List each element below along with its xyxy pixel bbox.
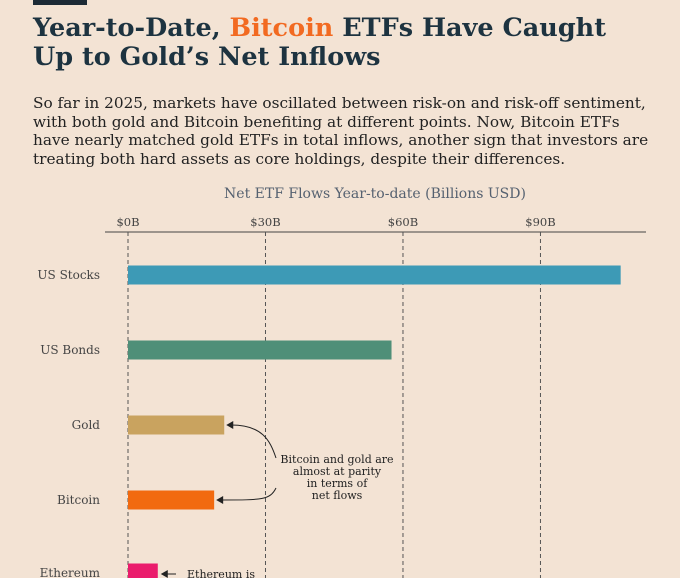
page-title: Year-to-Date, Bitcoin ETFs Have Caught U… [33, 14, 653, 72]
annotation-arrowhead [226, 421, 234, 429]
intro-paragraph: So far in 2025, markets have oscillated … [33, 94, 649, 168]
annotation-text: Bitcoin and gold are [280, 453, 393, 466]
top-rule [33, 0, 87, 5]
annotation-arrow [221, 487, 277, 501]
annotation-arrowhead [160, 570, 168, 578]
chart-title: Net ETF Flows Year-to-date (Billions USD… [224, 186, 526, 202]
bar [128, 340, 392, 360]
title-highlight: Bitcoin [229, 13, 334, 43]
title-part-2: ETFs Have Caught Up to Gold’s Net Inflow… [33, 13, 606, 72]
annotation-text: almost at parity [293, 465, 382, 478]
annotation-arrow [231, 424, 277, 459]
x-tick-label: $90B [525, 215, 555, 229]
category-label: Gold [72, 418, 101, 432]
annotation-arrowhead [216, 496, 224, 504]
x-tick-label: $60B [388, 215, 418, 229]
bar [128, 563, 158, 578]
bar [128, 265, 621, 285]
annotation-text: Ethereum is [187, 568, 255, 578]
bar [128, 490, 215, 510]
x-tick-label: $30B [250, 215, 280, 229]
category-label: US Stocks [37, 268, 100, 282]
bar [128, 415, 225, 435]
x-tick-label: $0B [116, 215, 139, 229]
category-label: Bitcoin [57, 493, 100, 507]
category-label: Ethereum [40, 566, 101, 578]
annotation-text: net flows [312, 489, 363, 502]
title-part-1: Year-to-Date, [33, 13, 230, 43]
annotation-text: in terms of [307, 477, 368, 490]
category-label: US Bonds [40, 343, 100, 357]
